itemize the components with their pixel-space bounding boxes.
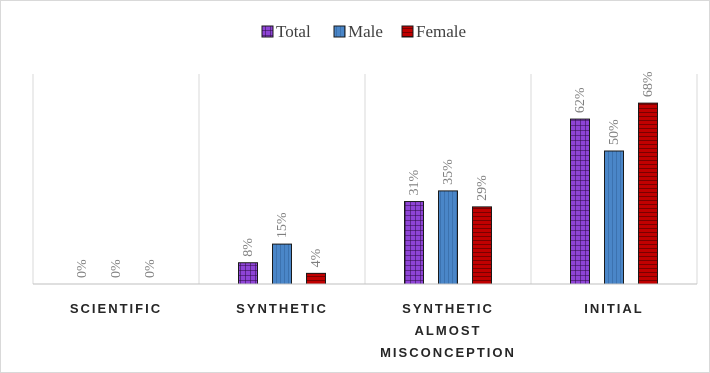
bar-male-1 bbox=[272, 243, 292, 285]
data-label-total-1: 8% bbox=[241, 238, 256, 257]
category-label: ALMOST bbox=[415, 323, 482, 338]
data-label-male-0: 0% bbox=[109, 259, 124, 278]
bar-total-3 bbox=[570, 118, 590, 285]
legend-swatch-female bbox=[401, 25, 414, 38]
legend-label-total: Total bbox=[276, 22, 311, 41]
data-label-female-0: 0% bbox=[143, 259, 158, 278]
bar-female-2 bbox=[472, 206, 492, 285]
bar-female-3 bbox=[638, 102, 658, 285]
data-label-female-2: 29% bbox=[475, 175, 490, 201]
category-label: MISCONCEPTION bbox=[380, 345, 516, 360]
data-label-male-2: 35% bbox=[441, 159, 456, 185]
category-separators bbox=[32, 74, 698, 284]
data-label-female-3: 68% bbox=[641, 71, 656, 97]
category-labels: SCIENTIFIC SYNTHETIC SYNTHETIC ALMOST MISCON… bbox=[70, 301, 644, 360]
data-label-female-1: 4% bbox=[309, 248, 324, 267]
bar-male-3 bbox=[604, 150, 624, 285]
category-label: SCIENTIFIC bbox=[70, 301, 162, 316]
legend-label-male: Male bbox=[348, 22, 383, 41]
bar-total-2 bbox=[404, 201, 424, 285]
legend-swatch-male bbox=[333, 25, 346, 38]
category-label: SYNTHETIC bbox=[236, 301, 328, 316]
data-label-male-1: 15% bbox=[275, 212, 290, 238]
bar-total-1 bbox=[238, 262, 258, 285]
category-label: INITIAL bbox=[584, 301, 644, 316]
legend-label-female: Female bbox=[416, 22, 466, 41]
data-label-total-2: 31% bbox=[407, 170, 422, 196]
category-label: SYNTHETIC bbox=[402, 301, 494, 316]
bar-female-1 bbox=[306, 272, 326, 285]
data-label-male-3: 50% bbox=[607, 119, 622, 145]
legend: Total Male Female bbox=[261, 22, 466, 41]
legend-swatch-total bbox=[261, 25, 274, 38]
data-label-total-3: 62% bbox=[573, 87, 588, 113]
bars: 0% 0% 0% 8% 15% 4% 31% 35% 29% 62% 50% 68% bbox=[75, 71, 658, 285]
bar-male-2 bbox=[438, 190, 458, 285]
data-label-total-0: 0% bbox=[75, 259, 90, 278]
